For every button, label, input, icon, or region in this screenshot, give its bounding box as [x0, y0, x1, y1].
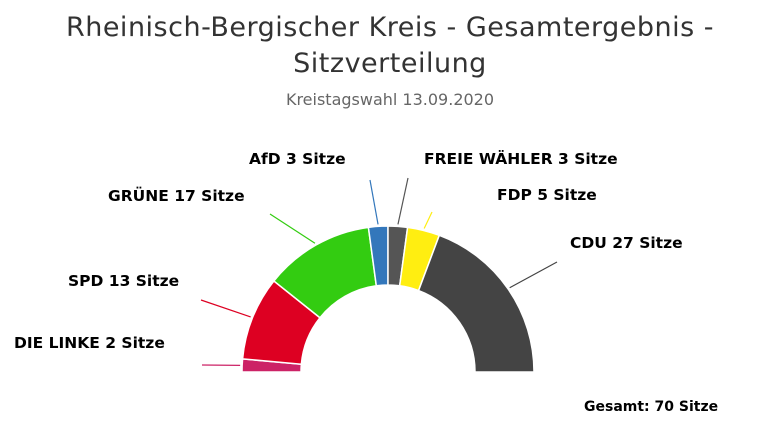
total-seats-label: Gesamt: 70 Sitze [584, 399, 719, 415]
connector-gruene [269, 213, 316, 244]
connector-freie-waehler [397, 177, 409, 225]
slices-group [241, 225, 535, 373]
labels-group: DIE LINKE 2 Sitze SPD 13 Sitze GRÜNE 17 Si… [14, 149, 683, 352]
chart-title: Rheinisch-Bergischer Kreis - Gesamtergeb… [65, 12, 715, 79]
connectors-group [200, 177, 558, 366]
connector-spd [200, 299, 251, 318]
label-fdp: FDP 5 Sitze [497, 186, 597, 204]
slice-cdu [417, 234, 535, 373]
label-die-linke: DIE LINKE 2 Sitze [14, 334, 165, 352]
connector-afd [369, 179, 379, 225]
label-gruene: GRÜNE 17 Sitze [108, 186, 245, 205]
connector-cdu [509, 261, 558, 289]
chart-subtitle: Kreistagswahl 13.09.2020 [285, 90, 495, 109]
label-cdu: CDU 27 Sitze [570, 234, 683, 252]
label-afd: AfD 3 Sitze [249, 150, 346, 168]
label-freie-waehler: FREIE WÄHLER 3 Sitze [424, 149, 618, 168]
connector-fdp [423, 211, 433, 229]
label-spd: SPD 13 Sitze [68, 272, 179, 290]
